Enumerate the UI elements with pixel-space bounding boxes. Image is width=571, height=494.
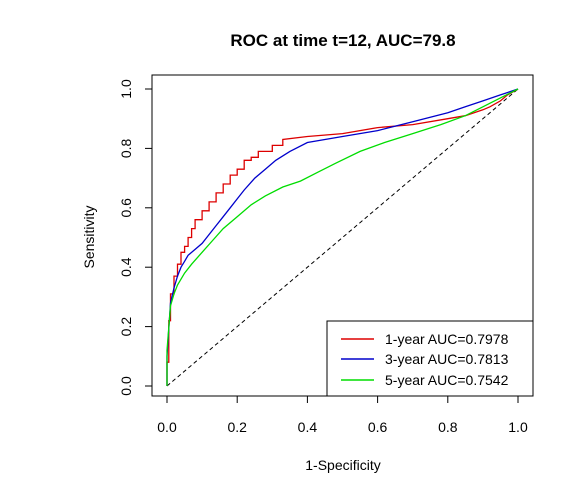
y-axis-label: Sensitivity — [81, 205, 97, 268]
y-tick-label: 1.0 — [118, 79, 134, 99]
y-tick-label: 0.4 — [118, 257, 134, 277]
x-tick-label: 0.4 — [298, 419, 318, 435]
legend: 1-year AUC=0.7978 3-year AUC=0.7813 5-ye… — [326, 320, 534, 397]
legend-label-1-year: 1-year AUC=0.7978 — [385, 331, 509, 347]
roc-curve-2 — [166, 88, 519, 386]
x-axis-label: 1-Specificity — [305, 457, 380, 473]
y-axis: 0.0 0.2 0.4 0.6 0.8 1.0 — [118, 79, 153, 396]
legend-label-5-year: 5-year AUC=0.7542 — [385, 372, 509, 388]
legend-label-3-year: 3-year AUC=0.7813 — [385, 351, 509, 367]
x-tick-label: 0.6 — [368, 419, 388, 435]
series-layer — [166, 88, 519, 386]
chart-title: ROC at time t=12, AUC=79.8 — [230, 31, 455, 50]
x-axis: 0.0 0.2 0.4 0.6 0.8 1.0 — [157, 395, 528, 435]
x-tick-label: 0.2 — [227, 419, 247, 435]
x-tick-label: 0.0 — [157, 419, 177, 435]
y-tick-label: 0.0 — [118, 376, 134, 396]
y-tick-label: 0.2 — [118, 317, 134, 337]
x-tick-label: 1.0 — [508, 419, 528, 435]
roc-curve-3 — [166, 88, 519, 386]
y-tick-label: 0.8 — [118, 138, 134, 158]
roc-curve-1 — [166, 88, 519, 386]
y-tick-label: 0.6 — [118, 198, 134, 218]
x-tick-label: 0.8 — [438, 419, 458, 435]
